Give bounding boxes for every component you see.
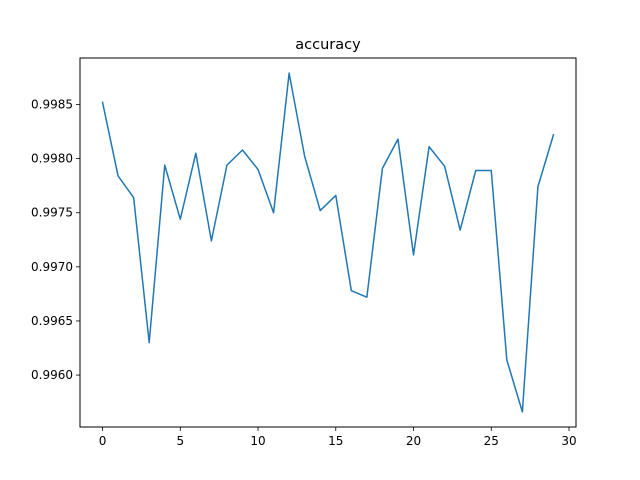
x-tick-label: 15 bbox=[328, 434, 343, 448]
x-axis: 0 5 10 15 20 25 30 bbox=[99, 427, 577, 448]
y-tick-label: 0.9980 bbox=[31, 152, 73, 166]
x-tick-label: 0 bbox=[99, 434, 107, 448]
y-tick-label: 0.9975 bbox=[31, 206, 73, 220]
y-axis: 0.9960 0.9965 0.9970 0.9975 0.9980 0.9985 bbox=[31, 98, 80, 382]
x-tick-label: 10 bbox=[250, 434, 265, 448]
x-tick-label: 25 bbox=[484, 434, 499, 448]
x-tick-label: 5 bbox=[176, 434, 184, 448]
axes-frame bbox=[79, 57, 577, 428]
y-tick-label: 0.9960 bbox=[31, 368, 73, 382]
series-line-0 bbox=[101, 72, 555, 413]
plot-area bbox=[101, 72, 555, 413]
x-tick-label: 20 bbox=[406, 434, 421, 448]
y-tick-label: 0.9970 bbox=[31, 260, 73, 274]
chart-title: accuracy bbox=[295, 37, 361, 53]
y-tick-label: 0.9985 bbox=[31, 98, 73, 112]
x-tick-label: 30 bbox=[561, 434, 576, 448]
y-tick-label: 0.9965 bbox=[31, 314, 73, 328]
